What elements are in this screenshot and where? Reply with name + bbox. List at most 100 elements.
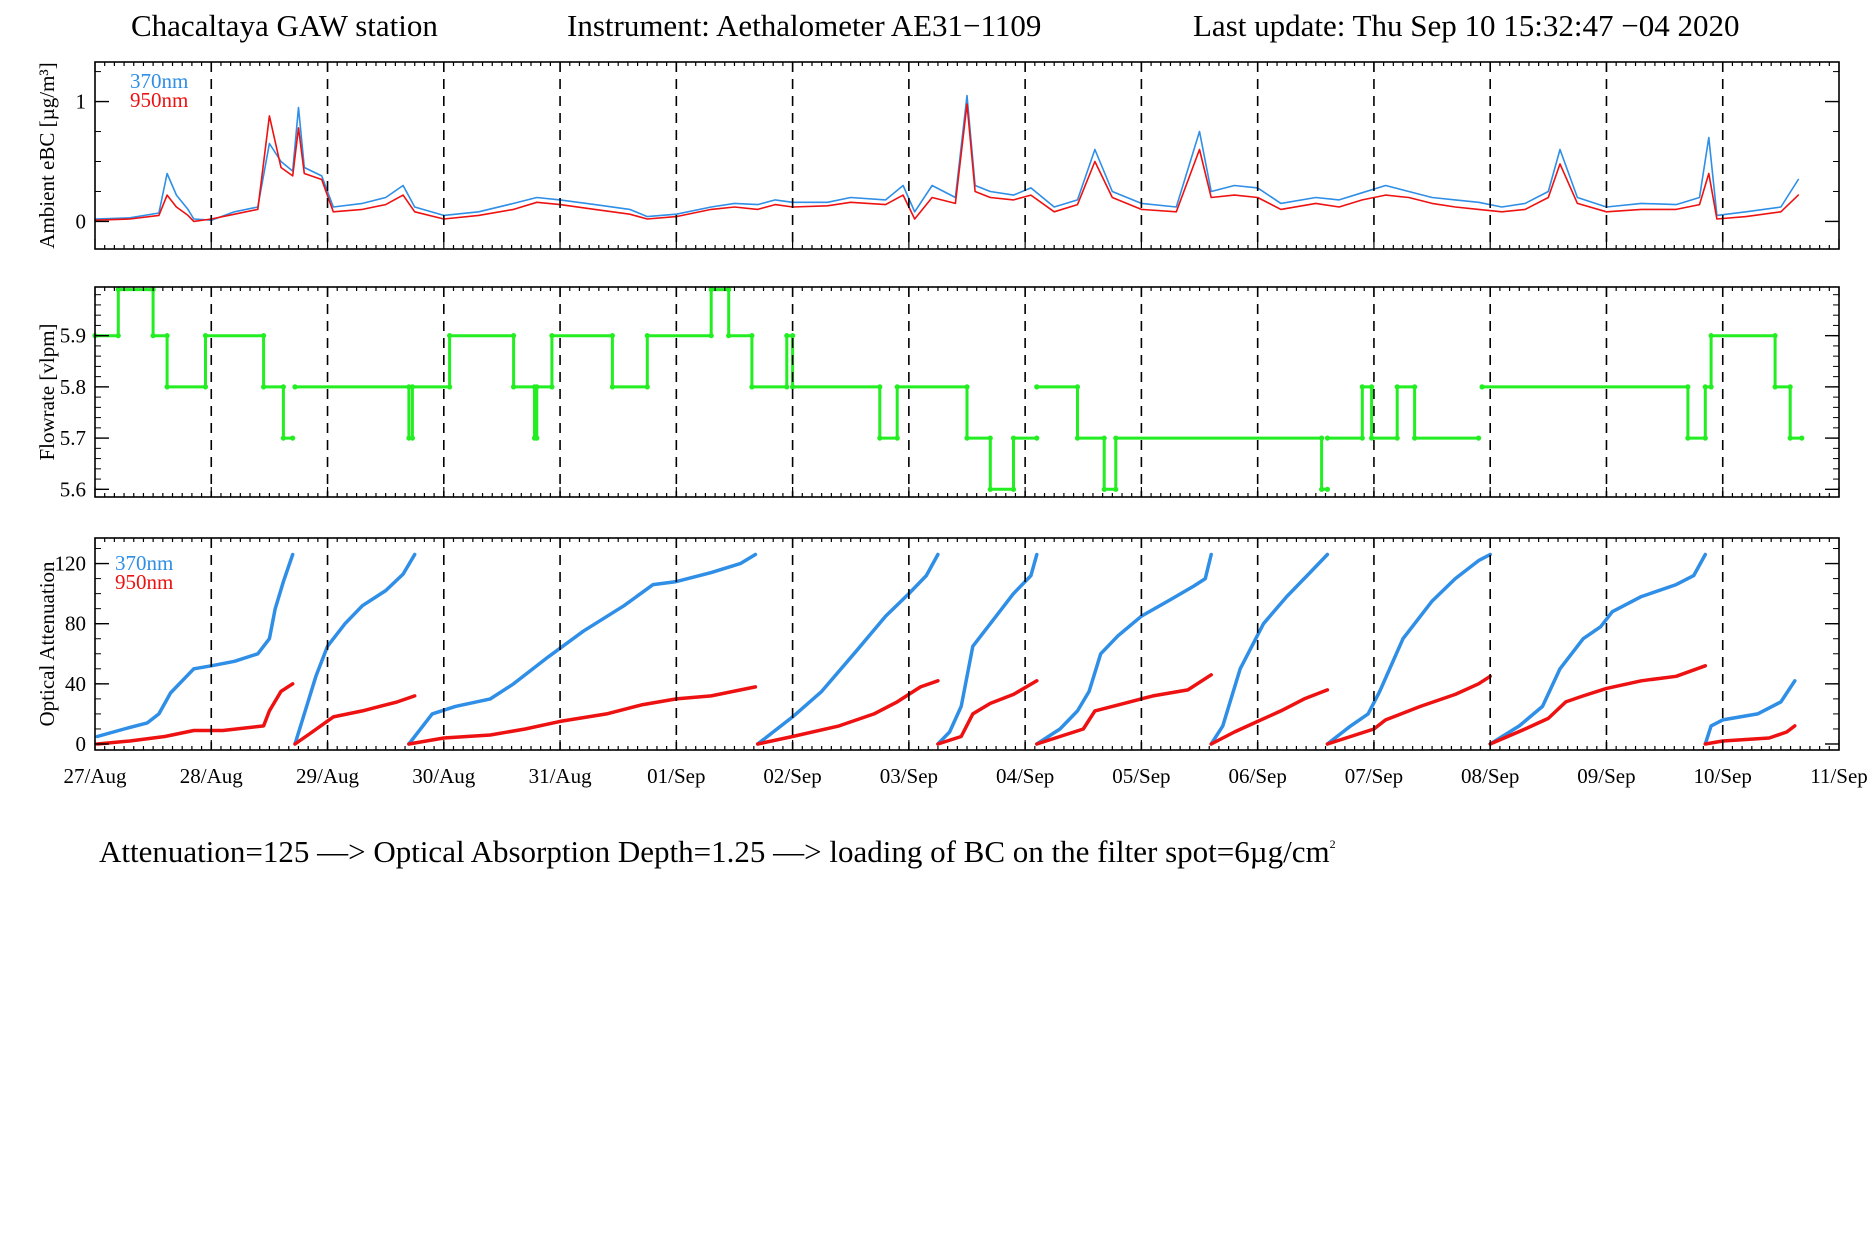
atn-series-950nm-line-9 <box>1488 664 1708 746</box>
instrument-title: Instrument: Aethalometer AE31−1109 <box>567 8 1042 43</box>
y-tick-label: 1 <box>76 90 87 114</box>
flowrate-point <box>790 384 796 390</box>
flowrate-point <box>409 435 416 441</box>
flowrate-point <box>1708 333 1714 339</box>
y-tick-label: 0 <box>76 732 87 756</box>
flowrate-point <box>987 435 993 441</box>
flowrate-point <box>726 333 732 339</box>
flowrate-point <box>1369 435 1375 441</box>
flowrate-point <box>1319 486 1325 492</box>
y-tick-label: 40 <box>65 672 86 696</box>
flowrate-point <box>260 384 267 390</box>
footnote-superscript: 2 <box>1329 837 1336 851</box>
flowrate-point <box>894 435 900 441</box>
y-tick-label: 0 <box>76 209 87 233</box>
station-title: Chacaltaya GAW station <box>131 8 438 43</box>
flowrate-point <box>280 384 286 390</box>
flowrate-point <box>202 384 209 390</box>
last-update-title: Last update: Thu Sep 10 15:32:47 −04 202… <box>1193 8 1740 43</box>
flowrate-point <box>164 384 170 390</box>
flowrate-point <box>1685 435 1691 441</box>
flowrate-point <box>1787 435 1793 441</box>
flowrate-point <box>708 333 714 339</box>
flowrate-point <box>1113 486 1119 492</box>
flowrate-point <box>1412 435 1418 441</box>
flowrate-point <box>1101 435 1107 441</box>
flowrate-point <box>1394 435 1400 441</box>
atn-series-950nm-line-3 <box>407 685 758 746</box>
flowrate-point <box>609 333 615 339</box>
x-tick-label: 11/Sep <box>1810 764 1868 788</box>
flowrate-point <box>549 384 555 390</box>
atn-series-370nm-line-7 <box>1209 552 1330 746</box>
x-tick-label: 05/Sep <box>1112 764 1170 788</box>
footnote-text: Attenuation=125 ––> Optical Absorption D… <box>99 834 1330 869</box>
flowrate-point <box>292 384 298 390</box>
x-tick-label: 10/Sep <box>1694 764 1752 788</box>
flowrate-point <box>1702 384 1708 390</box>
flow-series-flowrate-line-3 <box>1035 385 1329 491</box>
flowrate-point <box>1010 435 1017 441</box>
flowrate-point <box>1708 384 1714 390</box>
flowrate-point <box>534 384 540 390</box>
flowrate-point <box>964 384 970 390</box>
y-tick-label: 5.9 <box>60 324 86 348</box>
atn-series-370nm-line-3 <box>407 552 758 746</box>
flowrate-point <box>1479 384 1485 390</box>
flowrate-point <box>1475 435 1482 441</box>
atn-series-950nm-line-6 <box>1035 673 1213 746</box>
flowrate-point <box>447 333 453 339</box>
ebc-series-950nm-line <box>94 103 1800 223</box>
flowrate-point <box>447 384 453 390</box>
flowrate-point <box>877 435 883 441</box>
x-tick-label: 28/Aug <box>180 764 244 788</box>
flowrate-point <box>1685 384 1691 390</box>
x-tick-label: 31/Aug <box>529 764 593 788</box>
atn-series-950nm-line-8 <box>1325 674 1492 746</box>
legend-item-370nm: 370nm <box>115 551 173 575</box>
flowrate-point <box>1412 384 1418 390</box>
atn-series-950nm-line-5 <box>936 679 1039 746</box>
ebc-ylabel: Ambient eBC [µg/m³] <box>35 62 59 248</box>
flow-series-flowrate-line-1 <box>93 288 295 440</box>
y-tick-label: 5.7 <box>60 426 86 450</box>
atn-series-370nm-line-6 <box>1035 552 1213 746</box>
x-tick-label: 30/Aug <box>412 764 476 788</box>
flowrate-point <box>150 333 156 339</box>
flowrate-point <box>1369 384 1375 390</box>
flowrate-point <box>164 333 170 339</box>
x-tick-label: 03/Sep <box>880 764 938 788</box>
atn-series-950nm-line-1 <box>95 682 295 746</box>
y-tick-label: 5.6 <box>60 477 86 501</box>
flowrate-point <box>749 384 755 390</box>
legend-item-950nm: 950nm <box>115 570 173 594</box>
x-tick-label: 02/Sep <box>763 764 821 788</box>
flowrate-point <box>290 435 296 441</box>
flow-series-flowrate-line-2 <box>293 288 1039 491</box>
y-tick-label: 5.8 <box>60 375 86 399</box>
flowrate-point <box>1394 384 1400 390</box>
atn-series-370nm-line-10 <box>1703 679 1797 746</box>
flowrate-point <box>708 286 714 293</box>
flowrate-point <box>790 333 796 339</box>
flowrate-point <box>784 384 790 390</box>
x-tick-label: 06/Sep <box>1228 764 1286 788</box>
flowrate-point <box>549 333 555 339</box>
x-tick-label: 04/Sep <box>996 764 1054 788</box>
flowrate-point <box>1101 486 1107 492</box>
header: Chacaltaya GAW station Instrument: Aetha… <box>0 0 1875 50</box>
ebc-frame <box>94 61 1840 250</box>
flowrate-point <box>534 435 540 441</box>
flowrate-point <box>877 384 883 390</box>
flowrate-point <box>510 384 517 390</box>
x-tick-label: 07/Sep <box>1345 764 1403 788</box>
flowrate-point <box>894 384 900 390</box>
flowrate-point <box>260 333 267 339</box>
flowrate-point <box>1324 486 1331 492</box>
atn-series-370nm-line-9 <box>1488 552 1708 746</box>
atn-series-950nm-line-4 <box>755 679 940 746</box>
flow-series-flowrate-line-4 <box>1325 385 1481 440</box>
